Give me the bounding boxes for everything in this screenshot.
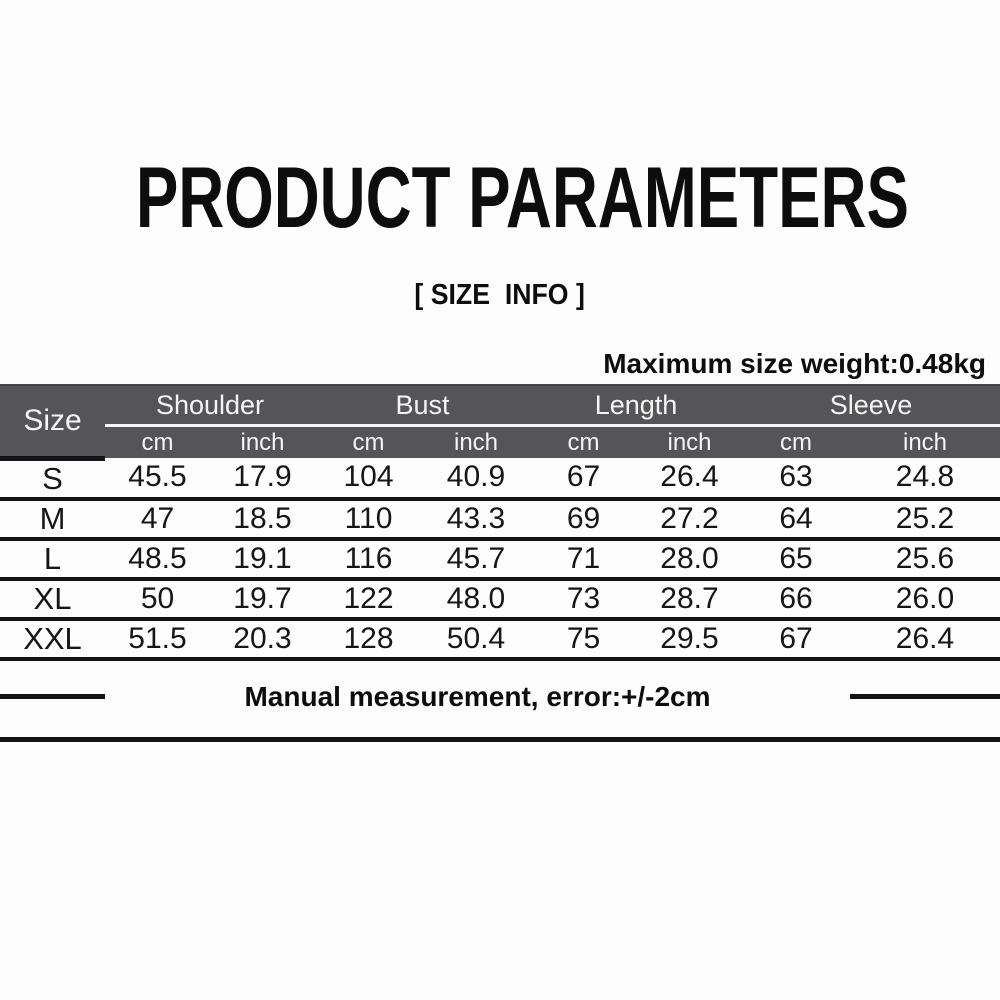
measurement-cell: 65 (742, 538, 850, 581)
unit-header: cm (105, 425, 210, 458)
measurement-cell: 69 (530, 498, 637, 541)
measurement-cell: 18.5 (210, 498, 315, 541)
measurement-cell: 67 (742, 618, 850, 661)
measurement-cell: 128 (315, 618, 422, 661)
page-title: PRODUCT PARAMETERS (0, 0, 1000, 241)
unit-header: cm (315, 425, 422, 458)
measurement-cell: 50 (105, 578, 210, 621)
measurement-note-row: Manual measurement, error:+/-2cm (0, 681, 1000, 713)
size-table-body: S 45.5 17.9 104 40.9 67 26.4 63 24.8 M 4… (0, 458, 1000, 661)
measurement-cell: 28.7 (637, 578, 742, 621)
measurement-cell: 45.7 (422, 538, 530, 581)
measurement-cell: 104 (315, 458, 422, 501)
unit-header-row: cm inch cm inch cm inch cm inch (0, 425, 1000, 458)
unit-header: inch (637, 425, 742, 458)
size-cell: XL (0, 578, 105, 621)
measurement-cell: 25.2 (850, 498, 1000, 541)
measurement-cell: 75 (530, 618, 637, 661)
unit-header: inch (422, 425, 530, 458)
measurement-cell: 116 (315, 538, 422, 581)
measurement-cell: 51.5 (105, 618, 210, 661)
measurement-cell: 19.1 (210, 538, 315, 581)
table-row-s: S 45.5 17.9 104 40.9 67 26.4 63 24.8 (0, 458, 1000, 501)
bust-group-header: Bust (315, 384, 530, 427)
right-rule-segment (850, 694, 1000, 699)
measurement-cell: 17.9 (210, 458, 315, 501)
measurement-cell: 48.0 (422, 578, 530, 621)
measurement-cell: 20.3 (210, 618, 315, 661)
size-table: Size Shoulder Bust Length Sleeve cm inch… (0, 384, 1000, 661)
measurement-error-note: Manual measurement, error:+/-2cm (244, 680, 711, 712)
measurement-cell: 50.4 (422, 618, 530, 661)
measurement-cell: 40.9 (422, 458, 530, 501)
measurement-cell: 73 (530, 578, 637, 621)
measurement-cell: 26.4 (637, 458, 742, 501)
size-cell: M (0, 498, 105, 541)
measurement-cell: 29.5 (637, 618, 742, 661)
measurement-cell: 28.0 (637, 538, 742, 581)
max-weight-note: Maximum size weight:0.48kg (603, 348, 986, 379)
table-row-xl: XL 50 19.7 122 48.0 73 28.7 66 26.0 (0, 578, 1000, 621)
unit-header: cm (742, 425, 850, 458)
unit-header: inch (850, 425, 1000, 458)
sleeve-group-header: Sleeve (742, 384, 1000, 427)
measurement-cell: 26.0 (850, 578, 1000, 621)
bottom-rule (0, 736, 1000, 742)
size-column-header: Size (0, 384, 105, 461)
size-table-header: Size Shoulder Bust Length Sleeve cm inch… (0, 384, 1000, 461)
measurement-cell: 110 (315, 498, 422, 541)
shoulder-group-header: Shoulder (105, 384, 315, 427)
measurement-cell: 122 (315, 578, 422, 621)
unit-header: cm (530, 425, 637, 458)
size-cell: S (0, 458, 105, 501)
size-info-subtitle-text: [ SIZE INFO ] (414, 279, 586, 311)
measurement-cell: 47 (105, 498, 210, 541)
measurement-cell: 48.5 (105, 538, 210, 581)
measurement-cell: 25.6 (850, 538, 1000, 581)
page-title-text: PRODUCT PARAMETERS (135, 150, 909, 246)
measurement-cell: 67 (530, 458, 637, 501)
group-header-row: Size Shoulder Bust Length Sleeve (0, 384, 1000, 461)
left-rule-segment (0, 694, 105, 699)
measurement-cell: 24.8 (850, 458, 1000, 501)
table-row-m: M 47 18.5 110 43.3 69 27.2 64 25.2 (0, 498, 1000, 541)
length-group-header: Length (530, 384, 742, 427)
size-cell: L (0, 538, 105, 581)
measurement-cell: 27.2 (637, 498, 742, 541)
size-info-subtitle: [ SIZE INFO ] (0, 279, 1000, 312)
size-cell: XXL (0, 618, 105, 661)
unit-header: inch (210, 425, 315, 458)
measurement-cell: 45.5 (105, 458, 210, 501)
measurement-cell: 66 (742, 578, 850, 621)
table-row-xxl: XXL 51.5 20.3 128 50.4 75 29.5 67 26.4 (0, 618, 1000, 661)
measurement-cell: 26.4 (850, 618, 1000, 661)
table-row-l: L 48.5 19.1 116 45.7 71 28.0 65 25.6 (0, 538, 1000, 581)
measurement-cell: 63 (742, 458, 850, 501)
measurement-cell: 43.3 (422, 498, 530, 541)
measurement-cell: 64 (742, 498, 850, 541)
measurement-cell: 71 (530, 538, 637, 581)
measurement-cell: 19.7 (210, 578, 315, 621)
